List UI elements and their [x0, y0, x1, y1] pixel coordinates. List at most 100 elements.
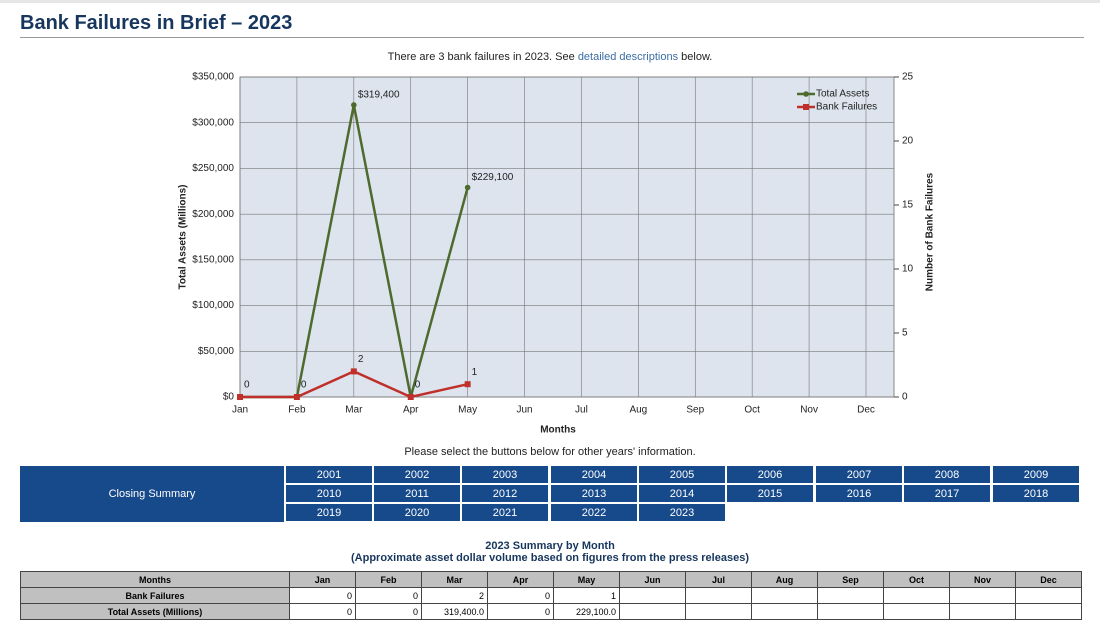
x-tick-label: Oct — [744, 405, 760, 416]
table-subtitle: (Approximate asset dollar volume based o… — [351, 552, 749, 564]
x-tick-label: Apr — [403, 405, 419, 416]
year-button[interactable]: 2010 — [286, 485, 372, 502]
table-row: Bank Failures 0 0 2 0 1 — [20, 587, 1082, 604]
year-button[interactable]: 2020 — [374, 504, 460, 521]
year-button[interactable]: 2022 — [551, 504, 637, 521]
year-button[interactable]: 2002 — [374, 466, 460, 483]
legend-label: Total Assets — [816, 89, 869, 100]
y2-tick-label: 5 — [902, 328, 908, 339]
y-tick-label: $0 — [223, 392, 235, 403]
y-tick-label: $100,000 — [192, 300, 234, 311]
table-title: 2023 Summary by Month — [485, 540, 615, 552]
table-cell — [949, 587, 1016, 604]
table-cell: 0 — [289, 587, 356, 604]
legend-label: Bank Failures — [816, 102, 877, 113]
year-button[interactable]: 2008 — [904, 466, 990, 483]
table-row: Total Assets (Millions) 0 0 319,400.0 0 229,1… — [20, 603, 1082, 620]
table-cell: 0 — [289, 603, 356, 620]
y2-axis-title: Number of Bank Failures — [925, 172, 936, 291]
point — [464, 381, 471, 388]
table-cell: Jan — [289, 571, 356, 588]
table-cell — [883, 587, 950, 604]
table-cell: Mar — [421, 571, 488, 588]
x-tick-label: Nov — [800, 405, 818, 416]
data-label: 2 — [358, 354, 364, 365]
point — [237, 394, 243, 400]
table-cell: Apr — [487, 571, 554, 588]
y-tick-label: $50,000 — [198, 346, 235, 357]
table-cell — [1015, 603, 1082, 620]
y-tick-label: $150,000 — [192, 254, 234, 265]
y-axis-title: Total Assets (Millions) — [178, 184, 189, 289]
select-note: Please select the buttons below for othe… — [404, 446, 696, 458]
closing-summary: Closing Summary — [20, 466, 284, 522]
data-label: 0 — [301, 380, 307, 391]
table-cell: Jun — [619, 571, 686, 588]
x-tick-label: Aug — [629, 405, 647, 416]
page-title: Bank Failures in Brief – 2023 — [20, 12, 293, 34]
point — [407, 394, 414, 400]
year-button[interactable]: 2021 — [462, 504, 548, 521]
year-button[interactable]: 2011 — [374, 485, 460, 502]
x-tick-label: Sep — [686, 405, 704, 416]
table-cell — [817, 603, 884, 620]
table-cell — [751, 603, 818, 620]
year-button[interactable]: 2003 — [462, 466, 548, 483]
year-button[interactable]: 2014 — [639, 485, 725, 502]
x-tick-label: Feb — [288, 405, 306, 416]
x-tick-label: Jun — [516, 405, 532, 416]
table-cell: Jul — [685, 571, 752, 588]
table-cell: 0 — [487, 603, 554, 620]
intro-text: below. — [678, 51, 713, 63]
year-button[interactable]: 2015 — [727, 485, 813, 502]
year-button[interactable]: 2009 — [993, 466, 1079, 483]
table-cell — [751, 587, 818, 604]
y-tick-label: $350,000 — [192, 72, 234, 83]
year-button[interactable]: 2019 — [286, 504, 372, 521]
year-button[interactable]: 2013 — [551, 485, 637, 502]
table-cell: 319,400.0 — [421, 603, 488, 620]
year-button[interactable]: 2017 — [904, 485, 990, 502]
point — [464, 184, 471, 191]
y2-tick-label: 20 — [902, 136, 914, 147]
x-axis-title: Months — [540, 425, 576, 436]
x-tick-label: Jan — [232, 405, 248, 416]
y-tick-label: $250,000 — [192, 163, 234, 174]
table-cell — [883, 603, 950, 620]
table-cell: Feb — [355, 571, 422, 588]
table-cell — [619, 587, 686, 604]
year-button[interactable]: 2007 — [816, 466, 902, 483]
year-button[interactable]: 2004 — [551, 466, 637, 483]
data-label: 0 — [415, 380, 421, 391]
y2-tick-label: 25 — [902, 72, 914, 83]
table-cell: Dec — [1015, 571, 1082, 588]
data-label: $319,400 — [358, 90, 400, 101]
table-cell: 0 — [487, 587, 554, 604]
table-cell: 0 — [355, 587, 422, 604]
summary-table: Months Jan Feb Mar Apr May Jun Jul Aug Sep Oct Nov D… — [20, 571, 1082, 620]
year-button[interactable]: 2005 — [639, 466, 725, 483]
table-cell — [817, 587, 884, 604]
table-cell: 0 — [355, 603, 422, 620]
year-button[interactable]: 2012 — [462, 485, 548, 502]
title-rule — [20, 37, 1084, 38]
year-button[interactable]: 2001 — [286, 466, 372, 483]
year-button[interactable]: 2016 — [816, 485, 902, 502]
table-cell: 2 — [421, 587, 488, 604]
x-tick-label: Jul — [575, 405, 588, 416]
table-cell: Oct — [883, 571, 950, 588]
table-cell: Total Assets (Millions) — [20, 603, 290, 620]
point — [350, 368, 357, 375]
y-tick-label: $300,000 — [192, 117, 234, 128]
year-button[interactable]: 2006 — [727, 466, 813, 483]
table-row: Months Jan Feb Mar Apr May Jun Jul Aug Sep Oct Nov D… — [20, 571, 1082, 588]
top-bar — [0, 0, 1100, 3]
legend-marker — [803, 104, 809, 110]
table-cell: 1 — [553, 587, 620, 604]
table-cell: May — [553, 571, 620, 588]
intro-link[interactable]: detailed descriptions — [577, 51, 679, 63]
point — [293, 394, 300, 400]
year-button[interactable]: 2023 — [639, 504, 725, 521]
year-button[interactable]: 2018 — [993, 485, 1079, 502]
